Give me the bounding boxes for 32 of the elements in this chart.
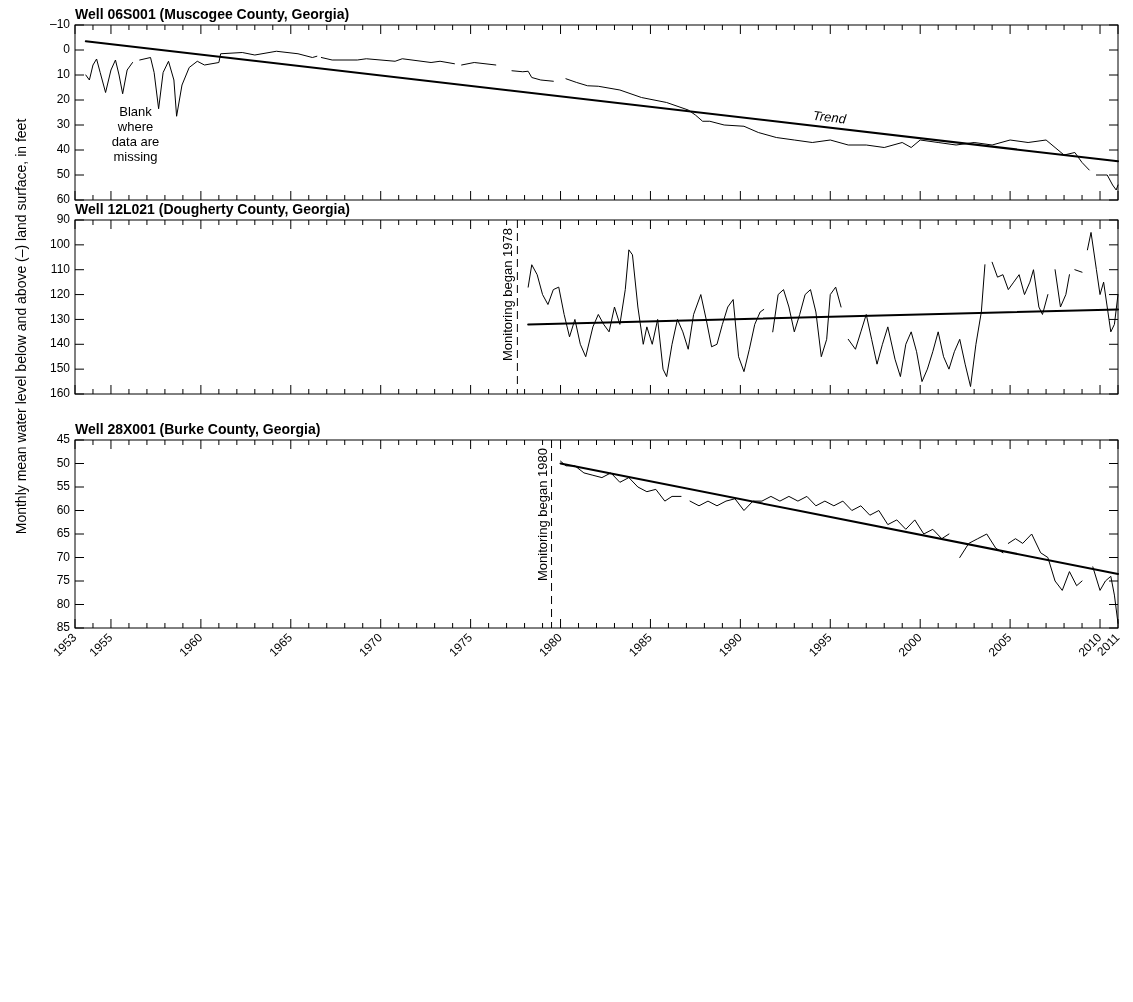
y-tick-label: 45: [56, 432, 71, 447]
ref-line-label: Monitoring began 1980: [534, 448, 550, 581]
y-tick-label: 100: [49, 237, 71, 252]
y-tick-label: 0: [63, 42, 71, 57]
y-tick-label: 110: [50, 261, 71, 276]
chart-title: Well 06S001 (Muscogee County, Georgia): [75, 6, 350, 22]
y-tick-label: –10: [49, 17, 71, 32]
y-tick-label: 60: [56, 502, 71, 517]
chart-title: Well 12L021 (Dougherty County, Georgia): [75, 201, 350, 217]
y-tick-label: 90: [56, 212, 71, 227]
y-tick-label: 130: [49, 311, 71, 326]
y-axis-title: Monthly mean water level below and above (–) land surface, in feet: [12, 118, 29, 535]
y-tick-label: 10: [56, 67, 71, 82]
y-tick-label: 55: [56, 479, 71, 494]
y-tick-label: 140: [49, 336, 71, 351]
ref-line-label: Monitoring began 1978: [500, 228, 516, 361]
y-tick-label: 65: [56, 526, 71, 541]
chart-title: Well 28X001 (Burke County, Georgia): [75, 421, 321, 437]
y-tick-label: 40: [56, 142, 71, 157]
annotation: Blank where data are missing: [111, 104, 160, 164]
y-tick-label: 160: [49, 386, 71, 401]
y-tick-label: 20: [56, 92, 71, 107]
y-tick-label: 80: [56, 596, 71, 611]
y-tick-label: 75: [56, 573, 71, 588]
y-tick-label: 50: [56, 455, 71, 470]
y-tick-label: 30: [56, 117, 71, 132]
y-tick-label: 150: [49, 361, 71, 376]
text: Trend: [812, 107, 848, 127]
y-tick-label: 120: [49, 286, 71, 301]
y-tick-label: 50: [56, 167, 71, 182]
y-tick-label: 70: [56, 549, 71, 564]
y-tick-label: 60: [56, 192, 71, 207]
